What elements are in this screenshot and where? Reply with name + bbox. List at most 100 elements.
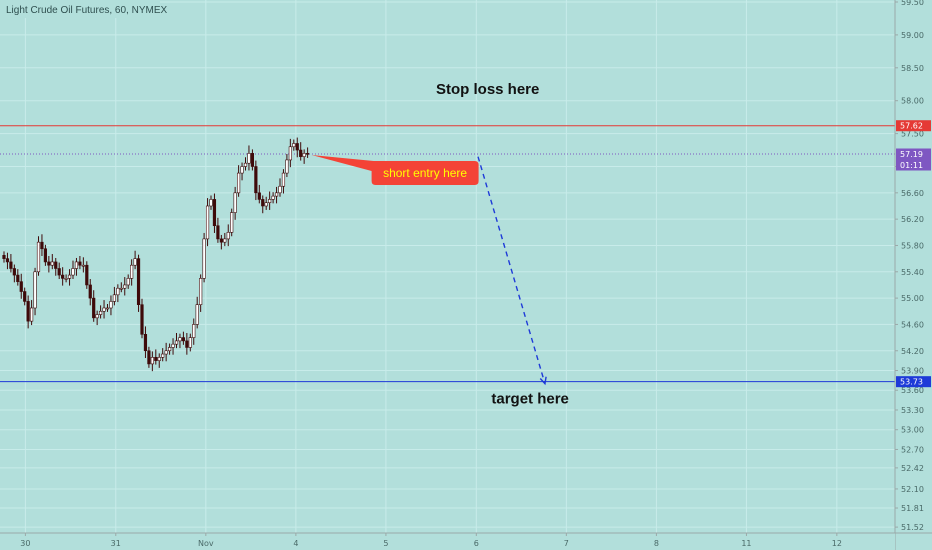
- candle[interactable]: [81, 257, 85, 273]
- candle[interactable]: [205, 198, 210, 247]
- candle[interactable]: [29, 300, 34, 326]
- candle[interactable]: [292, 139, 296, 151]
- x-tick-label: 11: [741, 539, 751, 548]
- candle[interactable]: [254, 160, 258, 201]
- candle[interactable]: [268, 191, 272, 210]
- candle[interactable]: [285, 154, 289, 178]
- candle[interactable]: [223, 232, 227, 247]
- candle[interactable]: [281, 169, 286, 194]
- candle[interactable]: [92, 290, 96, 322]
- candle[interactable]: [116, 284, 120, 303]
- candle[interactable]: [192, 318, 196, 345]
- candle[interactable]: [230, 208, 234, 237]
- candle[interactable]: [64, 274, 68, 283]
- candle[interactable]: [261, 195, 265, 214]
- candle[interactable]: [74, 257, 79, 276]
- candle[interactable]: [164, 342, 168, 362]
- candle[interactable]: [168, 343, 172, 355]
- candle[interactable]: [109, 295, 113, 316]
- candle[interactable]: [264, 196, 268, 210]
- candle[interactable]: [188, 333, 192, 352]
- x-axis[interactable]: 30 31 Nov 4 5 6 7 8 11 12: [0, 532, 932, 550]
- candle[interactable]: [288, 138, 292, 168]
- candle[interactable]: [33, 267, 37, 316]
- candle[interactable]: [302, 149, 306, 164]
- candle[interactable]: [147, 346, 151, 368]
- candle[interactable]: [271, 192, 275, 204]
- candle[interactable]: [257, 184, 261, 204]
- candle[interactable]: [19, 273, 23, 299]
- candle[interactable]: [57, 262, 61, 280]
- candle-body: [233, 192, 237, 213]
- candle[interactable]: [143, 326, 148, 358]
- candle[interactable]: [199, 274, 203, 312]
- candle[interactable]: [278, 178, 282, 197]
- candle[interactable]: [71, 260, 75, 280]
- candle[interactable]: [78, 255, 82, 270]
- callout[interactable]: short entry here: [311, 155, 479, 186]
- candle[interactable]: [5, 252, 10, 270]
- candle[interactable]: [123, 277, 127, 296]
- candle[interactable]: [247, 145, 251, 171]
- candle[interactable]: [88, 279, 92, 306]
- candle[interactable]: [43, 244, 47, 266]
- candle[interactable]: [40, 234, 44, 256]
- candle[interactable]: [133, 250, 137, 270]
- candle[interactable]: [150, 351, 154, 372]
- candle[interactable]: [240, 162, 244, 181]
- candle[interactable]: [154, 349, 158, 365]
- candle[interactable]: [305, 147, 310, 158]
- candle[interactable]: [181, 331, 186, 345]
- candle[interactable]: [85, 261, 89, 289]
- candle[interactable]: [178, 333, 182, 349]
- candle[interactable]: [16, 269, 20, 286]
- candle[interactable]: [299, 142, 303, 161]
- candle[interactable]: [243, 157, 248, 171]
- candle[interactable]: [102, 300, 106, 319]
- candle[interactable]: [130, 259, 134, 286]
- candle[interactable]: [2, 251, 6, 263]
- candle[interactable]: [274, 186, 279, 204]
- candle[interactable]: [50, 254, 54, 270]
- candle[interactable]: [26, 295, 30, 329]
- candle[interactable]: [161, 348, 165, 362]
- candle[interactable]: [212, 193, 217, 233]
- candle[interactable]: [126, 274, 130, 289]
- candle[interactable]: [47, 255, 51, 273]
- candle[interactable]: [226, 224, 230, 247]
- candle[interactable]: [209, 195, 213, 210]
- candle[interactable]: [219, 234, 223, 250]
- candle[interactable]: [140, 298, 144, 339]
- horizontal-lines[interactable]: [0, 125, 895, 383]
- candle[interactable]: [54, 257, 58, 276]
- candle[interactable]: [105, 304, 110, 312]
- candle[interactable]: [174, 332, 179, 349]
- candle[interactable]: [99, 305, 103, 319]
- candle[interactable]: [112, 286, 116, 306]
- candle[interactable]: [67, 269, 72, 286]
- candle[interactable]: [61, 267, 65, 286]
- candle[interactable]: [202, 232, 206, 283]
- target-arrow[interactable]: [477, 156, 547, 386]
- candle[interactable]: [9, 254, 13, 273]
- candle[interactable]: [95, 310, 99, 326]
- candle[interactable]: [171, 338, 175, 355]
- candle[interactable]: [250, 149, 255, 171]
- candle[interactable]: [136, 254, 141, 312]
- x-tick-label: 7: [564, 539, 569, 548]
- candle[interactable]: [237, 165, 241, 197]
- candle[interactable]: [185, 332, 189, 355]
- candles[interactable]: [2, 137, 310, 372]
- candle[interactable]: [12, 264, 16, 283]
- candle[interactable]: [23, 287, 27, 306]
- y-axis[interactable]: 51.52 51.81 52.10 52.42 52.70 53.00 53.30 53.60…: [894, 0, 932, 550]
- candle[interactable]: [216, 217, 220, 243]
- candle[interactable]: [295, 137, 299, 158]
- candle[interactable]: [233, 186, 237, 220]
- candle[interactable]: [36, 236, 41, 276]
- y-tick-label: 52.10: [901, 485, 924, 494]
- candle[interactable]: [195, 296, 199, 329]
- candle[interactable]: [119, 282, 123, 293]
- candle[interactable]: [157, 353, 161, 368]
